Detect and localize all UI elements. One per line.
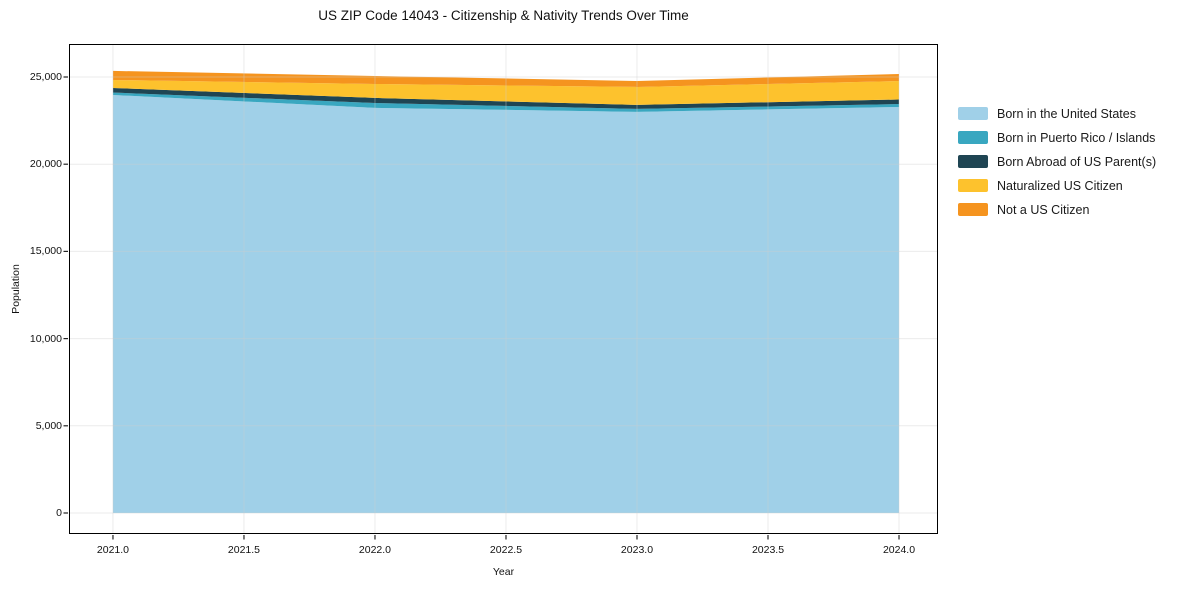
legend-label: Not a US Citizen	[997, 202, 1090, 217]
legend-label: Born in Puerto Rico / Islands	[997, 130, 1156, 145]
legend-swatch-naturalized	[958, 179, 988, 192]
y-tick-label: 0	[56, 506, 62, 519]
x-tick-label: 2023.0	[620, 544, 654, 556]
x-tick-label: 2023.5	[751, 544, 785, 556]
legend-item-not-citizen: Not a US Citizen	[958, 202, 1156, 217]
y-axis-label: Population	[10, 264, 22, 314]
legend-item-born-us: Born in the United States	[958, 106, 1156, 121]
area-series-2	[112, 87, 899, 109]
plot-area	[63, 43, 938, 539]
legend-item-naturalized: Naturalized US Citizen	[958, 178, 1156, 193]
area-series-0	[112, 94, 899, 513]
legend-swatch-born-us	[958, 107, 988, 120]
legend-item-born-abroad: Born Abroad of US Parent(s)	[958, 154, 1157, 169]
y-tick-label: 10,000	[29, 332, 62, 345]
y-tick-label: 15,000	[29, 245, 62, 258]
legend-swatch-puerto-rico	[958, 131, 988, 144]
area-series-1	[112, 92, 899, 112]
area-series-3	[112, 79, 899, 105]
legend-label: Naturalized US Citizen	[997, 178, 1123, 193]
stacked-area-chart	[63, 44, 937, 539]
y-tick-label: 20,000	[29, 158, 62, 171]
x-tick-label: 2021.0	[96, 544, 130, 556]
chart-title: US ZIP Code 14043 - Citizenship & Nativi…	[318, 8, 689, 23]
legend: Born in the United States Born in Puerto…	[958, 107, 1156, 227]
legend-label: Born Abroad of US Parent(s)	[997, 154, 1157, 169]
x-tick-label: 2022.0	[358, 544, 392, 556]
legend-item-puerto-rico: Born in Puerto Rico / Islands	[958, 130, 1156, 145]
legend-label: Born in the United States	[997, 106, 1136, 121]
x-axis-label: Year	[492, 566, 515, 578]
x-tick-label: 2024.0	[882, 544, 916, 556]
legend-swatch-born-abroad	[958, 155, 988, 168]
x-tick-label: 2022.5	[489, 544, 523, 556]
y-tick-label: 25,000	[29, 71, 62, 83]
x-tick-label: 2021.5	[227, 544, 261, 556]
area-series-4	[112, 70, 899, 87]
legend-swatch-not-citizen	[958, 203, 988, 216]
y-tick-label: 5,000	[35, 419, 62, 432]
